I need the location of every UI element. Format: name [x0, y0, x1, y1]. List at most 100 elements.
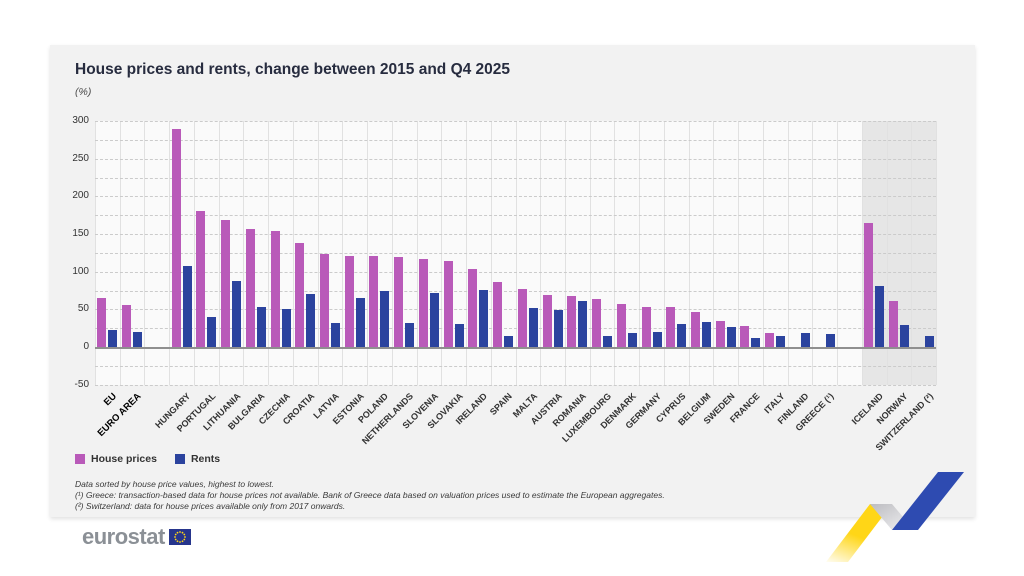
bar-rents [776, 335, 786, 347]
legend-label-rents: Rents [190, 453, 221, 465]
bar-rents [553, 310, 563, 347]
bar-rents [677, 324, 687, 347]
legend-item-house-prices: House prices [75, 453, 157, 465]
bar-rents [603, 335, 613, 347]
horizontal-gridline [95, 384, 936, 386]
bar-house-prices [592, 298, 602, 347]
bar-rents [405, 322, 415, 347]
bar-rents [256, 307, 266, 347]
horizontal-gridline [95, 290, 936, 292]
x-axis-category-label: SPAIN [488, 391, 515, 418]
horizontal-gridline [95, 234, 936, 235]
bar-house-prices [245, 228, 255, 347]
footnote-greece: (¹) Greece: transaction-based data for h… [75, 490, 665, 500]
bar-house-prices [221, 220, 231, 347]
horizontal-gridline [95, 328, 936, 330]
y-axis-tick-label: 150 [72, 228, 89, 239]
horizontal-gridline [95, 365, 936, 367]
bar-rents [380, 290, 390, 347]
bar-house-prices [319, 253, 329, 347]
bar-house-prices [344, 255, 354, 347]
y-axis-tick-label: 0 [83, 341, 89, 352]
bar-chart-plot-area: -50 0 50 100 150 200 250 300 EU EURO AREA HUNGARY P… [72, 115, 937, 453]
horizontal-gridline [95, 252, 936, 254]
y-axis-tick-label: 250 [72, 152, 89, 164]
bar-rents [504, 335, 514, 347]
footnote-switzerland: (²) Switzerland: data for house prices a… [75, 501, 346, 511]
bar-house-prices [740, 325, 750, 347]
bar-rents [133, 331, 143, 347]
bar-house-prices [567, 295, 577, 347]
bar-rents [726, 327, 736, 347]
legend-label-house-prices: House prices [91, 453, 157, 465]
horizontal-gridline [95, 158, 936, 160]
rents-swatch [174, 454, 185, 464]
bar-rents [429, 292, 439, 347]
bar-house-prices [270, 230, 280, 347]
bar-rents [652, 331, 662, 347]
bar-rents [751, 337, 761, 347]
horizontal-gridline [95, 309, 936, 311]
bar-house-prices [468, 269, 478, 347]
chart-title: House prices and rents, change between 2… [75, 61, 511, 78]
y-axis-tick-label: 100 [72, 265, 89, 277]
eu-flag-icon [168, 529, 191, 545]
bar-house-prices [418, 258, 428, 347]
bar-house-prices [196, 211, 206, 347]
bar-rents [800, 332, 810, 347]
bar-house-prices [493, 282, 503, 347]
bar-house-prices [369, 255, 379, 347]
bar-rents [281, 309, 291, 347]
bar-house-prices [616, 304, 626, 347]
bar-house-prices [295, 243, 305, 347]
legend-item-rents: Rents [174, 453, 221, 465]
bar-house-prices [864, 222, 874, 347]
chart-unit-label: (%) [75, 86, 92, 98]
bar-rents [899, 325, 909, 347]
bar-rents [479, 289, 489, 347]
bar-rents [232, 280, 242, 347]
bar-house-prices [641, 307, 651, 347]
bar-rents [578, 301, 588, 347]
bar-rents [627, 333, 637, 347]
bar-rents [306, 293, 316, 347]
bar-rents [108, 330, 118, 347]
bar-rents [702, 322, 711, 347]
y-axis-tick-label: 300 [72, 115, 89, 126]
bar-rents [207, 316, 217, 347]
eurostat-logo-text: eurostat [82, 524, 165, 549]
bar-house-prices [171, 128, 181, 347]
bar-rents [528, 307, 538, 347]
bar-house-prices [97, 298, 107, 347]
horizontal-gridline [95, 196, 936, 198]
eurostat-logo: eurostat [82, 526, 191, 548]
footnotes: Data sorted by house price values, highe… [75, 479, 665, 512]
bar-house-prices [715, 321, 725, 347]
bar-house-prices [443, 261, 453, 347]
y-axis-tick-label: 200 [72, 190, 89, 202]
zero-axis-line [95, 347, 936, 349]
bar-house-prices [122, 304, 132, 347]
bar-house-prices [542, 295, 552, 347]
bar-rents [875, 285, 885, 347]
horizontal-gridline [95, 271, 936, 273]
horizontal-gridline [95, 177, 936, 179]
y-axis-tick-label: -50 [74, 378, 89, 390]
trend-arrow-decoration [826, 472, 964, 562]
bar-house-prices [517, 288, 527, 347]
house-prices-swatch [75, 454, 85, 464]
bar-rents [924, 335, 934, 347]
legend: House prices Rents [75, 453, 220, 465]
x-axis-category-label: EU [102, 391, 120, 409]
horizontal-gridline [95, 121, 936, 122]
bar-house-prices [394, 257, 404, 347]
horizontal-gridline [95, 215, 936, 217]
bar-rents [182, 265, 192, 347]
vertical-gridline [936, 121, 937, 385]
footnote-sorting: Data sorted by house price values, highe… [75, 479, 274, 489]
y-axis-tick-label: 50 [77, 303, 89, 315]
bar-rents [355, 298, 365, 347]
bar-house-prices [765, 332, 775, 347]
bar-house-prices [691, 311, 700, 347]
